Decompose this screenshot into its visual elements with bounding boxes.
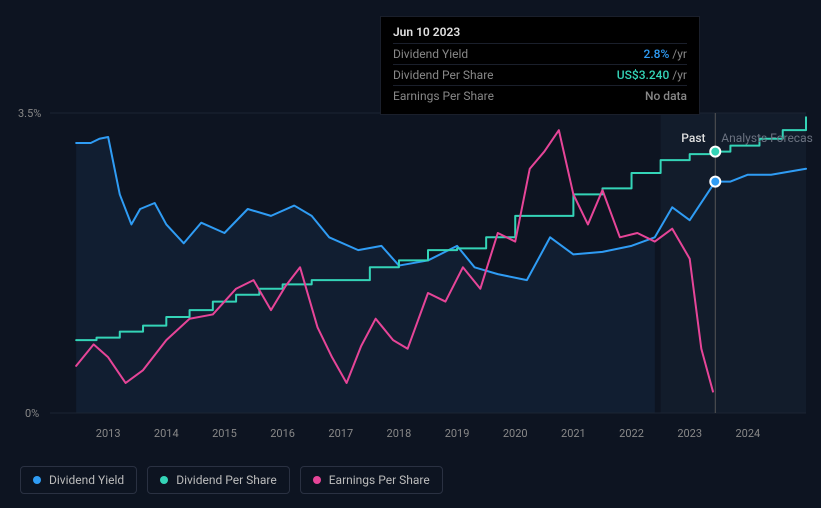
legend-dot-icon (313, 476, 321, 484)
forecast-label: Analysts Forecas (721, 131, 813, 145)
legend-dot-icon (160, 476, 168, 484)
x-axis-label: 2023 (677, 427, 702, 440)
legend-item-earnings_per_share[interactable]: Earnings Per Share (300, 466, 443, 494)
x-axis-label: 2015 (212, 427, 237, 440)
x-axis-label: 2024 (735, 427, 760, 440)
y-axis-label-min: 0% (25, 407, 39, 420)
legend-label: Dividend Per Share (176, 473, 277, 487)
x-axis-label: 2020 (503, 427, 528, 440)
tooltip-row-value: 2.8% /yr (644, 47, 687, 61)
x-axis-label: 2019 (445, 427, 470, 440)
chart-tooltip: Jun 10 2023 Dividend Yield2.8% /yrDivide… (380, 16, 700, 115)
y-axis-label-max: 3.5% (18, 107, 41, 120)
x-axis-label: 2013 (96, 427, 121, 440)
x-axis-label: 2014 (154, 427, 179, 440)
tooltip-row-label: Dividend Yield (393, 47, 468, 61)
legend-label: Dividend Yield (49, 473, 124, 487)
chart-legend: Dividend Yield Dividend Per Share Earnings… (20, 466, 443, 494)
legend-item-dividend_per_share[interactable]: Dividend Per Share (147, 466, 290, 494)
legend-label: Earnings Per Share (329, 473, 430, 487)
x-axis-label: 2017 (328, 427, 353, 440)
x-axis-label: 2021 (561, 427, 586, 440)
tooltip-row: Dividend Per Share US$3.240 /yr (393, 64, 687, 85)
past-label: Past (681, 131, 705, 145)
x-axis-label: 2016 (270, 427, 295, 440)
legend-dot-icon (33, 476, 41, 484)
tooltip-row-value: US$3.240 /yr (617, 68, 687, 82)
x-axis-label: 2022 (619, 427, 644, 440)
tooltip-row: Dividend Yield 2.8% /yr (393, 43, 687, 64)
tooltip-row-value: No data (645, 89, 687, 103)
tooltip-date: Jun 10 2023 (393, 25, 687, 39)
chart-plot (50, 113, 806, 413)
tooltip-row-label: Dividend Per Share (393, 68, 494, 82)
x-axis-label: 2018 (387, 427, 412, 440)
tooltip-row: Earnings Per Share No data (393, 85, 687, 106)
tooltip-row-label: Earnings Per Share (393, 89, 494, 103)
legend-item-dividend_yield[interactable]: Dividend Yield (20, 466, 137, 494)
